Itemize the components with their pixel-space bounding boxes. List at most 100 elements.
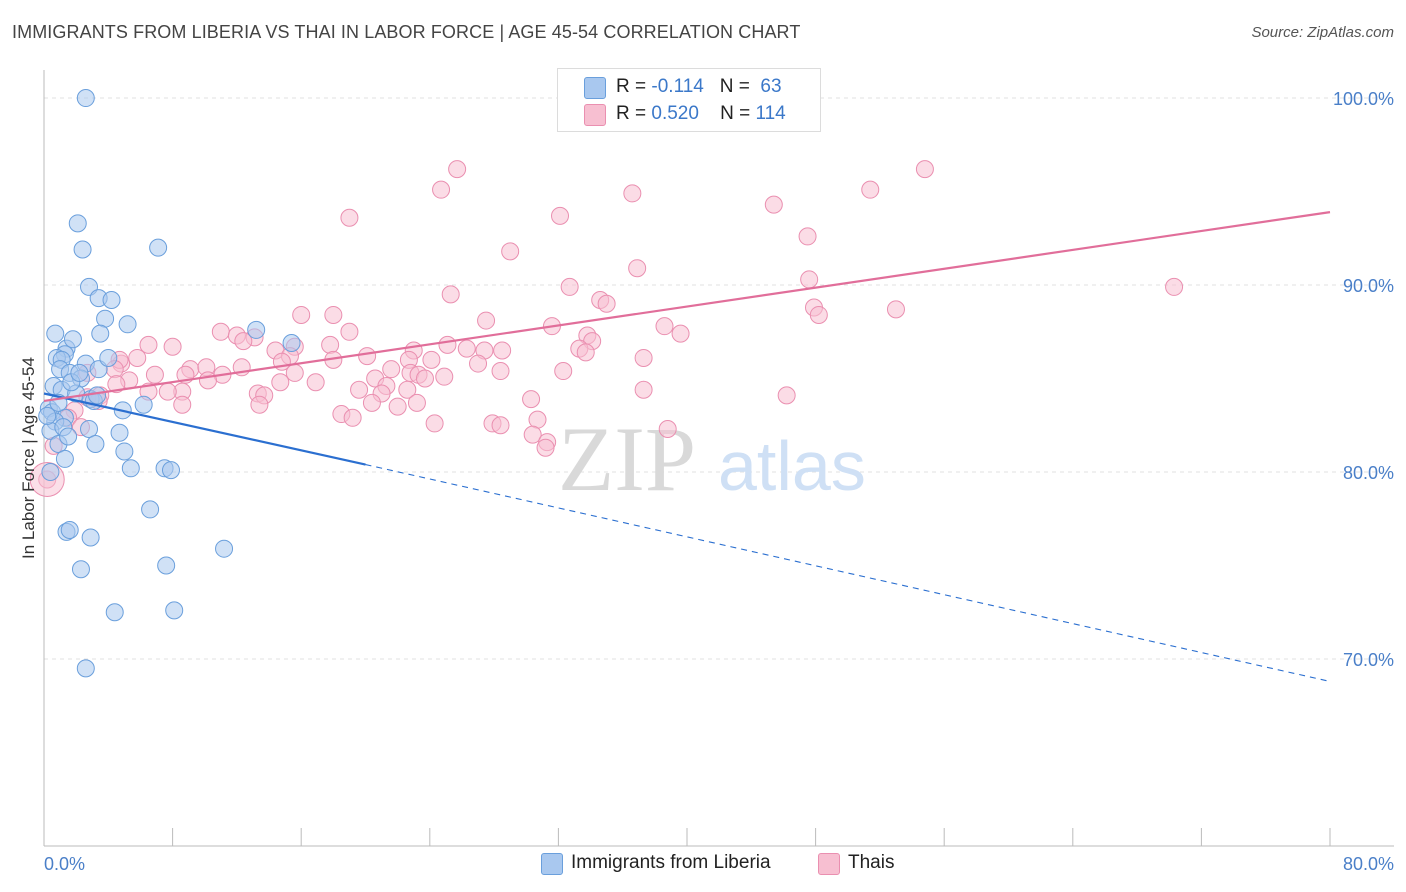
thai-point bbox=[655, 317, 674, 336]
y-tick-label: 100.0% bbox=[1333, 89, 1394, 109]
liberia-point bbox=[91, 324, 110, 343]
thai-point bbox=[493, 341, 512, 360]
thai-point bbox=[886, 300, 905, 319]
thai-point bbox=[915, 160, 934, 179]
x-tick-label: 80.0% bbox=[1343, 854, 1394, 874]
thai-point bbox=[425, 414, 444, 433]
liberia-point bbox=[165, 601, 184, 620]
thai-r-label: R = bbox=[616, 103, 647, 124]
thai-point bbox=[634, 380, 653, 399]
liberia-point bbox=[86, 434, 105, 453]
liberia-point bbox=[134, 395, 153, 414]
liberia-point bbox=[121, 459, 140, 478]
liberia-point bbox=[76, 89, 95, 108]
y-tick-label: 80.0% bbox=[1343, 463, 1394, 483]
thai-point bbox=[340, 208, 359, 227]
liberia-point bbox=[38, 406, 57, 425]
thai-point bbox=[382, 360, 401, 379]
thai-point bbox=[388, 397, 407, 416]
thai-point bbox=[234, 332, 253, 351]
thai-point bbox=[491, 362, 510, 381]
thai-point bbox=[432, 180, 451, 199]
thai-point bbox=[798, 227, 817, 246]
liberia-r-label: R = bbox=[616, 76, 647, 97]
thai-point bbox=[634, 348, 653, 367]
liberia-point bbox=[76, 659, 95, 678]
liberia-point bbox=[115, 442, 134, 461]
liberia-point bbox=[102, 290, 121, 309]
grid-lines bbox=[44, 97, 1394, 660]
thai-point bbox=[198, 371, 217, 390]
y-axis-label: In Labor Force | Age 45-54 bbox=[19, 357, 38, 559]
thai-point bbox=[285, 363, 304, 382]
thai-point bbox=[491, 416, 510, 435]
y-tick-label: 90.0% bbox=[1343, 276, 1394, 296]
thai-point bbox=[576, 343, 595, 362]
liberia-point bbox=[68, 214, 87, 233]
legend-row-thai: R = 0.520 N = 114 bbox=[558, 101, 820, 127]
watermark-atlas: atlas bbox=[718, 427, 866, 505]
thai-point bbox=[250, 395, 269, 414]
liberia-point bbox=[110, 423, 129, 442]
thai-point bbox=[292, 305, 311, 324]
thai-point bbox=[340, 322, 359, 341]
thai-point bbox=[407, 393, 426, 412]
correlation-legend: R = -0.114 N = 63 R = 0.520 N = 114 bbox=[557, 68, 821, 132]
thai-point bbox=[777, 386, 796, 405]
liberia-point bbox=[105, 603, 124, 622]
thai-point bbox=[158, 382, 177, 401]
thai-point bbox=[554, 362, 573, 381]
liberia-point bbox=[88, 386, 107, 405]
liberia-point bbox=[215, 539, 234, 558]
liberia-point bbox=[70, 363, 89, 382]
thai-point bbox=[324, 305, 343, 324]
thai-n-label: N = bbox=[720, 103, 751, 124]
liberia-points bbox=[38, 89, 301, 678]
thai-point bbox=[809, 305, 828, 324]
thai-point bbox=[139, 335, 158, 354]
liberia-swatch bbox=[584, 77, 606, 99]
liberia-point bbox=[149, 238, 168, 257]
thai-point bbox=[658, 420, 677, 439]
thai-point bbox=[306, 373, 325, 392]
thai-point bbox=[398, 380, 417, 399]
liberia-point bbox=[59, 427, 78, 446]
liberia-point bbox=[63, 330, 82, 349]
thai-point bbox=[321, 335, 340, 354]
thai-point bbox=[211, 322, 230, 341]
bottom-thai-swatch bbox=[818, 853, 840, 875]
thai-point bbox=[271, 373, 290, 392]
liberia-point bbox=[60, 520, 79, 539]
liberia-point bbox=[41, 463, 60, 482]
thai-point bbox=[1165, 277, 1184, 296]
watermark-zip: ZIP bbox=[558, 408, 696, 510]
thai-point bbox=[623, 184, 642, 203]
liberia-point bbox=[118, 315, 137, 334]
thai-point bbox=[438, 335, 457, 354]
thai-point bbox=[358, 347, 377, 366]
liberia-point bbox=[46, 324, 65, 343]
thai-point bbox=[469, 354, 488, 373]
bottom-liberia-label: Immigrants from Liberia bbox=[571, 852, 771, 873]
liberia-point bbox=[71, 560, 90, 579]
y-tick-label: 70.0% bbox=[1343, 650, 1394, 670]
thai-point bbox=[448, 160, 467, 179]
legend-row-liberia: R = -0.114 N = 63 bbox=[558, 74, 820, 100]
thai-n-value: 114 bbox=[755, 103, 786, 124]
liberia-point bbox=[81, 528, 100, 547]
thai-point bbox=[343, 408, 362, 427]
thai-point bbox=[415, 369, 434, 388]
liberia-point bbox=[161, 461, 180, 480]
bottom-thai-label: Thais bbox=[848, 852, 895, 873]
liberia-r-value: -0.114 bbox=[651, 76, 704, 97]
thai-point bbox=[107, 375, 126, 394]
thai-point bbox=[128, 348, 147, 367]
thai-point bbox=[457, 339, 476, 358]
thai-point bbox=[522, 390, 541, 409]
x-tick-label: 0.0% bbox=[44, 854, 85, 874]
tick-labels: 70.0% 80.0% 90.0% 100.0% 0.0% 80.0% bbox=[44, 89, 1394, 874]
thai-trend-line bbox=[43, 211, 1331, 403]
thai-point bbox=[528, 410, 547, 429]
thai-point bbox=[560, 277, 579, 296]
thai-point bbox=[861, 180, 880, 199]
